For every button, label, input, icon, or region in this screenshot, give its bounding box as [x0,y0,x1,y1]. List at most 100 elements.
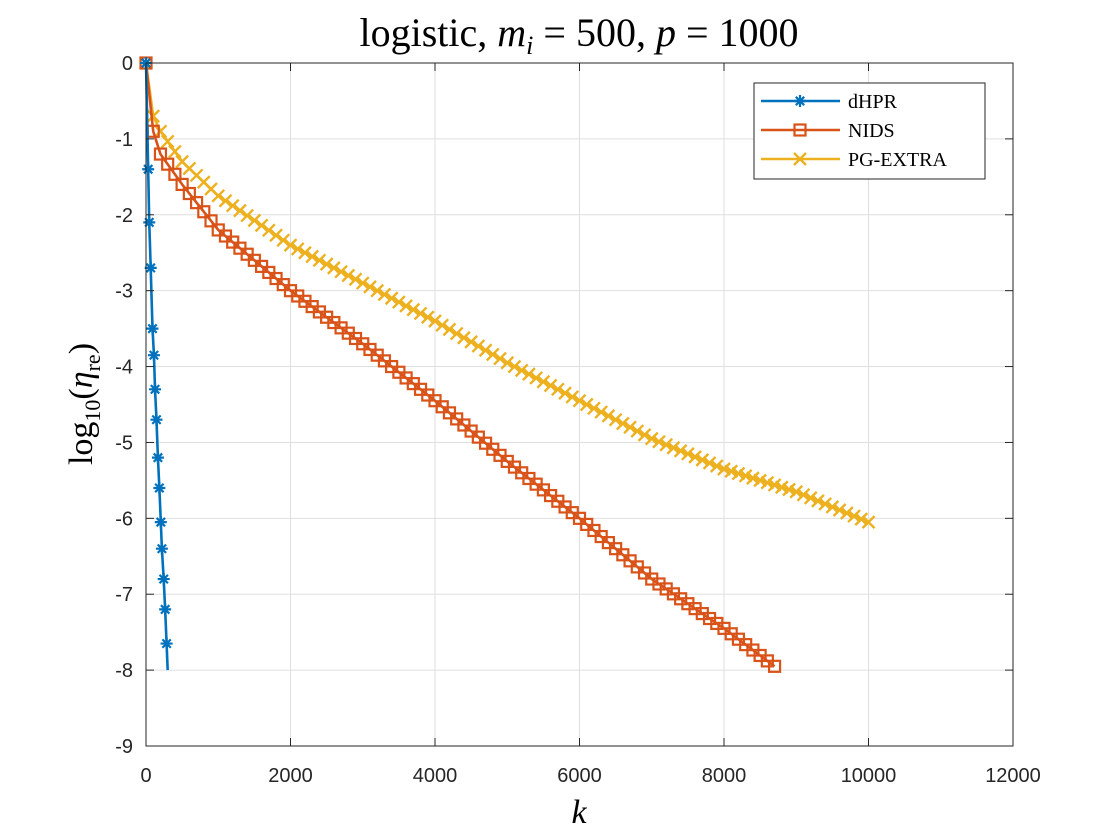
y-tick-label: -6 [115,508,133,530]
data-point-pg-extra [211,188,226,203]
x-tick-label: 2000 [268,765,313,787]
legend-marker [793,152,807,166]
data-point-pg-extra [269,228,283,243]
data-point-pg-extra [160,134,175,149]
data-point-pg-extra [688,450,702,464]
data-point-nids [168,167,182,181]
data-point-pg-extra [261,223,276,238]
data-point-dhpr [153,481,166,494]
data-point-pg-extra [305,249,320,264]
data-point-dhpr [146,322,159,335]
data-point-pg-extra [298,245,312,260]
data-point-dhpr [160,637,173,650]
data-point-nids [204,214,218,228]
data-point-dhpr [143,216,156,229]
y-tick-label: -1 [115,129,133,151]
data-point-pg-extra [789,484,804,499]
x-tick-label: 0 [140,765,151,787]
data-point-pg-extra [543,378,558,393]
data-point-pg-extra [529,371,543,385]
data-point-pg-extra [435,318,450,333]
data-point-pg-extra [550,382,565,397]
data-point-pg-extra [312,253,327,268]
legend-label: PG-EXTRA [848,149,947,171]
data-point-nids [153,147,168,161]
data-point-pg-extra [218,193,233,208]
y-axis-label: log10(ηre) [63,343,105,465]
data-point-pg-extra [457,330,471,345]
data-point-pg-extra [348,272,363,287]
data-point-pg-extra [168,144,182,159]
data-point-pg-extra [601,409,616,423]
data-point-pg-extra [861,515,876,529]
data-point-pg-extra [341,268,356,283]
data-point-pg-extra [623,420,637,435]
data-point-pg-extra [847,509,861,523]
series-pg-extra [139,56,876,529]
data-point-dhpr [155,542,168,555]
data-point-dhpr [159,603,172,616]
legend-marker [793,123,807,137]
data-point-pg-extra [485,347,500,362]
data-point-pg-extra [276,233,291,248]
data-point-pg-extra [146,109,161,123]
data-point-pg-extra [818,497,832,511]
data-point-pg-extra [594,405,609,419]
y-tick-label: -8 [115,660,133,682]
chart-title: logistic, mi = 500, p = 1000 [359,10,798,60]
data-point-nids [197,205,211,219]
data-point-pg-extra [514,363,529,378]
data-point-pg-extra [319,257,334,271]
data-point-pg-extra [709,459,724,473]
data-point-pg-extra [652,434,666,449]
data-point-pg-extra [695,453,710,467]
x-tick-label: 4000 [413,765,458,787]
data-point-nids [161,157,175,171]
data-point-pg-extra [825,500,840,514]
data-point-pg-extra [681,446,695,461]
data-point-pg-extra [493,351,507,366]
data-point-pg-extra [565,390,580,404]
legend-label: dHPR [848,91,898,113]
data-point-pg-extra [659,437,674,452]
y-tick-label: 0 [122,53,133,75]
data-point-pg-extra [384,291,399,306]
y-tick-label: -7 [115,584,133,606]
data-point-dhpr [154,516,167,529]
data-point-dhpr [151,451,164,464]
data-point-pg-extra [399,298,413,313]
data-point-pg-extra [522,367,536,381]
data-point-pg-extra [442,322,457,337]
data-point-dhpr [149,383,162,396]
data-point-pg-extra [536,374,551,389]
data-point-pg-extra [449,326,464,341]
data-point-pg-extra [803,490,818,505]
data-point-pg-extra [420,310,435,325]
data-point-pg-extra [247,213,262,228]
data-point-pg-extra [644,431,659,446]
x-tick-label: 8000 [702,765,747,787]
series-line-dhpr [144,62,169,671]
data-point-pg-extra [471,339,486,353]
data-point-pg-extra [355,276,370,290]
data-point-pg-extra [500,355,515,370]
y-tick-label: -5 [115,432,133,454]
data-point-pg-extra [673,443,688,458]
data-point-dhpr [144,261,157,274]
data-point-pg-extra [283,238,298,252]
data-point-pg-extra [225,198,240,213]
legend-item-dhpr: dHPR [761,91,898,113]
data-point-pg-extra [363,280,377,294]
data-point-pg-extra [572,393,587,408]
x-axis-label: k [571,794,587,831]
legend-marker [794,95,806,107]
x-tick-label: 6000 [557,765,602,787]
series-line-nids [144,62,776,668]
x-tick-label: 12000 [985,765,1041,787]
data-point-pg-extra [327,261,341,275]
x-tick-label: 10000 [841,765,897,787]
data-point-pg-extra [666,440,681,455]
data-point-pg-extra [406,302,421,317]
series-nids [139,56,782,673]
